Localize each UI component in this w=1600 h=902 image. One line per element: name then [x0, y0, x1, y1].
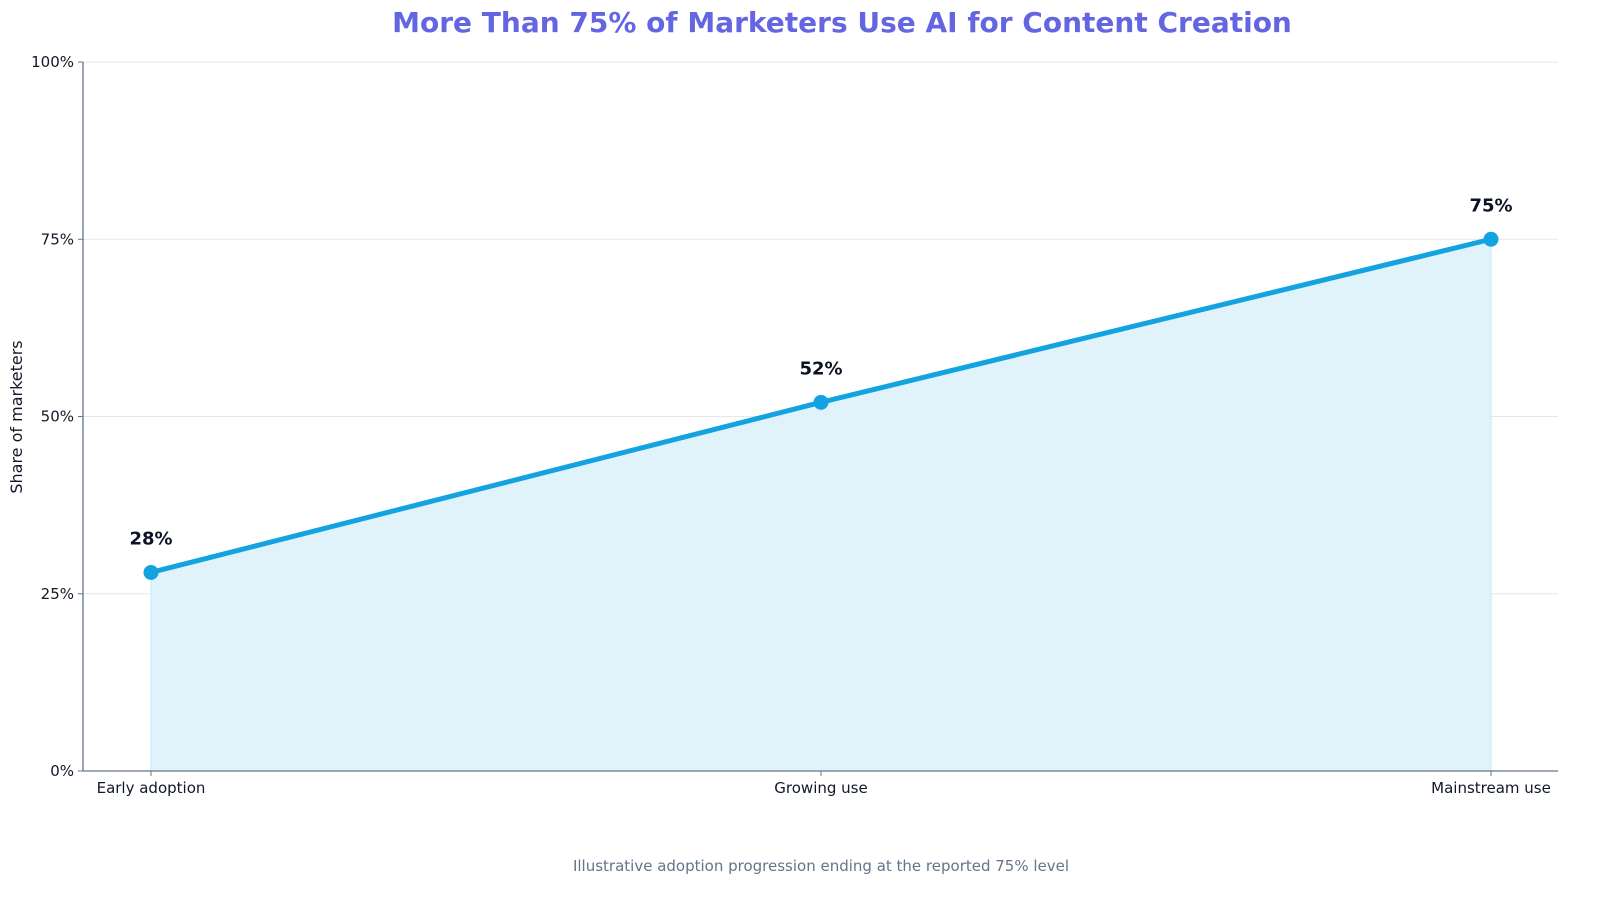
y-tick-label-3: 75% — [41, 230, 74, 248]
y-axis-ticks: 0% 25% 50% 75% 100% — [31, 53, 83, 780]
chart-title: More Than 75% of Marketers Use AI for Co… — [392, 6, 1292, 39]
y-tick-label-2: 50% — [41, 408, 74, 426]
x-tick-label-0: Early adoption — [97, 779, 206, 797]
data-label-2: 75% — [1469, 195, 1512, 216]
data-point-1 — [813, 394, 829, 410]
data-label-0: 28% — [129, 528, 172, 549]
x-axis-ticks: Early adoption Growing use Mainstream use — [97, 771, 1551, 797]
data-label-1: 52% — [799, 358, 842, 379]
y-tick-label-4: 100% — [31, 53, 74, 71]
data-labels: 28% 52% 75% — [129, 195, 1512, 549]
data-point-0 — [143, 564, 159, 580]
x-tick-label-1: Growing use — [774, 779, 867, 797]
y-tick-label-0: 0% — [50, 762, 74, 780]
y-axis-title: Share of marketers — [7, 340, 26, 493]
y-tick-label-1: 25% — [41, 585, 74, 603]
data-points — [143, 231, 1499, 580]
chart-caption: Illustrative adoption progression ending… — [573, 857, 1069, 875]
area-fill — [150, 238, 1492, 772]
data-point-2 — [1483, 231, 1499, 247]
x-tick-label-2: Mainstream use — [1431, 779, 1551, 797]
area-fill-layer — [150, 238, 1492, 772]
